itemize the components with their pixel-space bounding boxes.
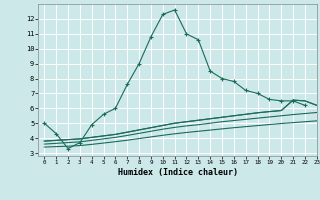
X-axis label: Humidex (Indice chaleur): Humidex (Indice chaleur) (118, 168, 238, 177)
